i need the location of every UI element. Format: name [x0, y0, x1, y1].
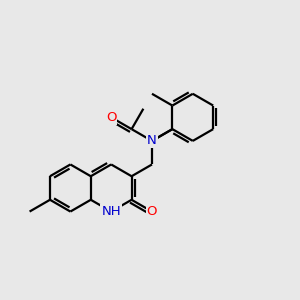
- Text: NH: NH: [101, 205, 121, 218]
- Text: N: N: [147, 134, 157, 147]
- Text: O: O: [106, 111, 116, 124]
- Text: O: O: [147, 205, 157, 218]
